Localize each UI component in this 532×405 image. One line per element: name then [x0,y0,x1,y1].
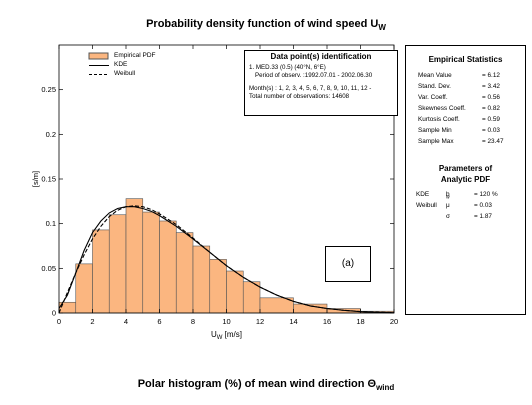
analytic-pdf-title: Parameters of Analytic PDF [438,164,493,184]
x-tick-label: 16 [323,317,331,326]
histogram-bar [192,245,211,314]
histogram-bar [92,229,110,314]
weibull-curve [58,205,395,314]
x-tick-label: 0 [57,317,61,326]
period-line: Period of observ. :1992.07.01 - 2002.06.… [255,72,373,79]
statistics-list: Mean Value = 6.12 Stand. Dev. = 3.42 Var. … [406,72,525,149]
x-tick-label: 6 [157,317,161,326]
stat-row: Sample Max = 23.47 [418,138,504,145]
data-point-title: Data point(s) identification [270,52,372,61]
x-tick-label: 10 [222,317,230,326]
y-tick-label: 0.25 [41,85,56,94]
observations-line: Total number of observations: 14608 [249,93,350,100]
kde-curve [58,206,395,314]
chart-title: Probability density function of wind spe… [146,18,386,33]
weibull-sigma-row: σ = 1.87 [446,213,492,220]
empirical-statistics-title: Empirical Statistics [428,55,503,64]
bottom-title: Polar histogram (%) of mean wind directi… [137,378,395,393]
histogram-bar [209,259,227,314]
histogram-bar [108,214,127,314]
y-tick-label: 0.05 [41,264,56,273]
stat-row: Kurtosis Coeff. = 0.59 [418,116,500,123]
histogram-bar [242,281,261,314]
x-tick-label: 8 [191,317,195,326]
x-tick-label: 14 [289,317,297,326]
histogram-bar [226,270,244,314]
histogram-bar [142,211,160,314]
histogram-bar [159,220,177,314]
x-tick-label: 2 [90,317,94,326]
y-tick-label: 0 [52,309,56,318]
x-tick-label: 12 [256,317,264,326]
x-axis-label: UW [m/s] [211,330,242,341]
stat-row: Sample Min = 0.03 [418,127,500,134]
stat-row: Stand. Dev. = 3.42 [418,83,500,90]
data-point-identification-box: Data point(s) identification 1. MED.33 (… [244,50,398,116]
histogram-bar [175,232,194,314]
x-tick-label: 20 [390,317,398,326]
y-axis-label: [s/m] [31,171,40,187]
y-tick-label: 0.15 [41,175,56,184]
panel-label: (a) [325,246,371,282]
stat-row: Mean Value = 6.12 [418,72,500,79]
statistics-panel: Empirical Statistics Mean Value = 6.12 St… [405,45,526,315]
y-tick-label: 0.1 [46,219,56,228]
x-tick-label: 4 [124,317,128,326]
y-tick-label: 0.2 [46,130,56,139]
histogram-bar [75,263,93,314]
weibull-mu-row: Weibull μ = 0.03 [416,202,492,209]
station-line: 1. MED.33 (0.5) (40°N, 6°E) [249,64,326,71]
stat-row: Var. Coeff. = 0.56 [418,94,500,101]
histogram-bar [125,198,144,314]
stat-row: Skewness Coeff. = 0.82 [418,105,500,112]
x-tick-label: 18 [356,317,364,326]
months-line: Month(s) : 1, 2, 3, 4, 5, 6, 7, 8, 9, 10… [249,85,372,92]
